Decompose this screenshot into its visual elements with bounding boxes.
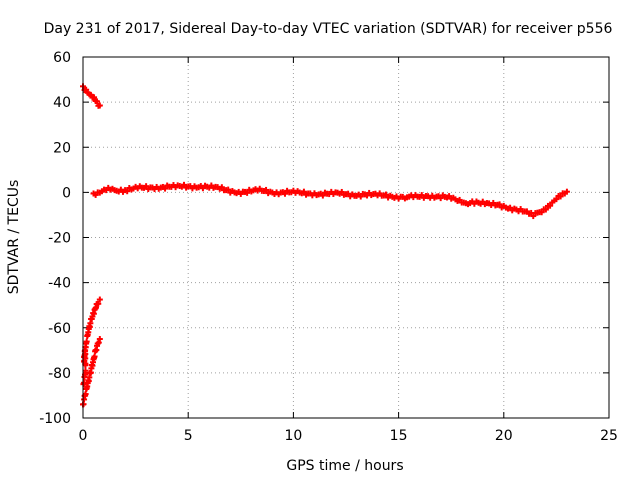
- y-tick-label: 40: [53, 95, 71, 111]
- y-tick-label: -40: [48, 276, 71, 292]
- x-tick-label: 0: [79, 428, 88, 444]
- y-tick-label: -100: [39, 411, 71, 427]
- x-tick-label: 10: [284, 428, 302, 444]
- tick-labels: 0 5 10 15 20 25 -100 -80 -60 -40 -20 0 20 40 60: [39, 50, 618, 444]
- plot-border: [82, 56, 610, 419]
- data-point: [557, 193, 564, 200]
- axis-ticks: [82, 56, 610, 419]
- data-point-trace: [547, 202, 554, 209]
- data-point: [96, 102, 103, 109]
- x-axis-label: GPS time / hours: [286, 458, 403, 474]
- data-point: [563, 188, 570, 195]
- x-tick-label: 20: [495, 428, 513, 444]
- data-point-trace: [300, 188, 310, 198]
- data-point-trace: [95, 300, 102, 307]
- data-point-trace: [85, 323, 93, 332]
- y-axis-label: SDTVAR / TECUs: [6, 180, 22, 295]
- y-tick-label: 60: [53, 50, 71, 66]
- data-point: [553, 196, 560, 203]
- data-point: [96, 336, 103, 343]
- data-point-trace: [406, 192, 415, 200]
- data-point-trace: [91, 94, 98, 101]
- x-tick-label: 5: [184, 428, 193, 444]
- y-tick-label: -20: [48, 231, 71, 247]
- grid-lines: [83, 57, 609, 418]
- data-point-trace: [443, 193, 453, 201]
- chart-title: Day 231 of 2017, Sidereal Day-to-day VTE…: [44, 21, 613, 37]
- data-point-trace: [542, 206, 549, 213]
- x-tick-label: 25: [600, 428, 618, 444]
- data-points: [80, 83, 570, 408]
- y-tick-label: -80: [48, 366, 71, 382]
- data-point: [96, 296, 103, 303]
- y-tick-label: 0: [62, 185, 71, 201]
- y-tick-label: 20: [53, 140, 71, 156]
- y-tick-label: -60: [48, 321, 71, 337]
- data-point: [83, 86, 90, 93]
- data-point-trace: [95, 339, 102, 346]
- x-tick-label: 15: [390, 428, 408, 444]
